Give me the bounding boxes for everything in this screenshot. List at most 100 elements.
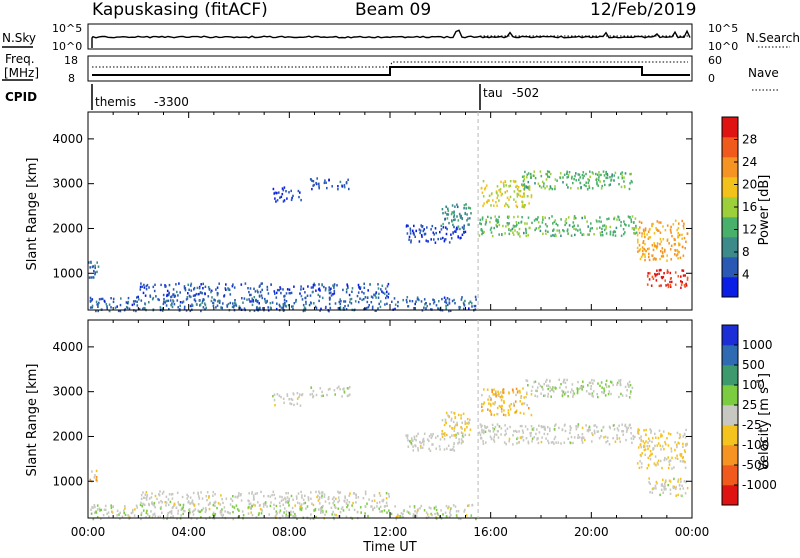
echo-cell [340,507,343,510]
echo-cell [525,231,527,234]
echo-cell [558,426,560,430]
echo-cell [641,452,643,455]
echo-cell [282,309,285,312]
echo-cell [647,230,650,233]
echo-cell [446,227,448,231]
echo-cell [251,491,253,494]
echo-cell [466,422,468,425]
echo-cell [324,500,327,503]
echo-cell [382,498,385,502]
echo-cell [280,306,283,309]
echo-cell [146,283,149,287]
echo-cell [243,297,246,300]
echo-cell [282,288,284,291]
echo-cell [628,396,631,399]
echo-cell [509,229,512,232]
echo-cell [571,225,574,229]
echo-cell [555,423,557,426]
echo-cell [141,505,143,508]
echo-cell [482,231,484,234]
echo-cell [371,307,374,311]
echo-cell [601,230,603,234]
echo-cell [440,237,442,240]
echo-cell [516,442,518,445]
echo-cell [518,430,520,433]
echo-cell [148,497,151,500]
echo-cell [589,229,591,233]
echo-cell [644,227,647,230]
echo-cell [465,203,467,206]
echo-cell [564,223,566,227]
echo-cell [105,508,107,512]
echo-cell [654,272,656,276]
echo-cell [553,220,556,224]
echo-cell [139,503,142,507]
echo-cell [280,291,282,295]
echo-cell [275,291,278,295]
echo-cell [603,228,606,232]
echo-cell [145,285,148,288]
echo-cell [239,306,242,310]
echo-cell [494,401,496,404]
echo-cell [460,417,462,420]
echo-cell [449,309,452,312]
colorbar-tick-label: -25 [742,418,762,432]
echo-cell [660,240,663,243]
echo-cell [452,223,454,227]
echo-cell [278,394,281,397]
echo-cell [187,495,189,498]
echo-cell [595,172,597,176]
echo-cell [409,227,412,230]
echo-cell [301,506,303,510]
echo-cell [235,504,238,507]
echo-cell [282,503,284,506]
echo-cell [438,515,441,518]
echo-cell [457,219,460,222]
echo-cell [573,216,576,219]
echo-cell [347,286,349,289]
echo-cell [641,235,643,238]
echo-cell [506,222,509,225]
echo-cell [585,424,587,427]
echo-cell [581,216,583,220]
echo-cell [530,393,533,396]
echo-cell [618,424,620,427]
echo-cell [489,430,491,433]
echo-cell [275,296,278,299]
echo-cell [543,182,545,185]
echo-cell [285,190,287,193]
echo-cell [567,437,569,440]
echo-cell [491,388,493,392]
frequency-panel: Freq. [MHz] 18 8 60 0 Nave [2,52,779,91]
echo-cell [119,517,121,520]
echo-cell [191,501,193,504]
echo-cell [544,229,547,232]
echo-cell [612,231,615,234]
echo-cell [291,398,294,402]
echo-cell [664,456,666,460]
echo-cell [591,394,593,397]
echo-cell [257,501,259,504]
echo-cell [300,285,302,288]
echo-cell [643,448,646,452]
echo-cell [613,230,615,233]
echo-cell [443,448,446,451]
echo-cell [165,504,167,507]
echo-cell [551,187,554,191]
echo-cell [103,508,106,511]
echo-cell [643,429,645,432]
echo-cell [634,435,636,439]
echo-cell [287,511,290,514]
echo-cell [212,490,215,494]
echo-cell [235,304,238,307]
echo-cell [638,466,641,470]
echo-cell [314,507,317,511]
echo-cell [141,285,144,288]
echo-cell [333,284,335,287]
echo-cell [153,512,156,515]
beam-title: Beam 09 [355,0,431,20]
echo-cell [312,517,315,520]
echo-cell [331,185,333,188]
echo-cell [430,238,432,241]
echo-cell [279,504,281,508]
